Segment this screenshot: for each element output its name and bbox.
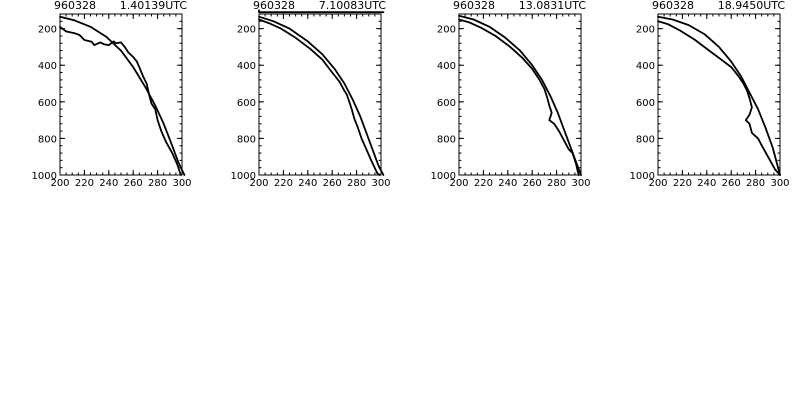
chart-panel-3: 960328 13.0831UTC 200 220 240 260 280 300 200 400…	[431, 0, 591, 189]
chart-title-date: 960328	[652, 0, 694, 12]
y-tick-label: 400	[437, 61, 456, 72]
y-tick-label: 1000	[630, 171, 655, 182]
x-tick-label: 300	[571, 178, 590, 189]
x-tick-label: 260	[323, 178, 342, 189]
y-tick-label: 200	[437, 25, 456, 36]
chart-title-time: 7.10083UTC	[319, 0, 387, 12]
y-tick-label: 200	[237, 25, 256, 36]
series-line-1	[657, 15, 781, 176]
series-line-2	[59, 25, 182, 176]
x-tick-label: 240	[498, 178, 517, 189]
chart-panel-4: 960328 18.9450UTC 200 220 240 260 280 300 200 400…	[630, 0, 790, 189]
y-tick-label: 1000	[231, 171, 256, 182]
y-tick-label: 400	[237, 61, 256, 72]
x-tick-label: 300	[770, 178, 789, 189]
y-tick-label: 400	[636, 61, 655, 72]
x-tick-label: 260	[722, 178, 741, 189]
chart-title-date: 960328	[253, 0, 295, 12]
x-tick-label: 280	[547, 178, 566, 189]
y-tick-label: 800	[38, 134, 57, 145]
chart-title-time: 1.40139UTC	[120, 0, 188, 12]
y-tick-label: 800	[237, 134, 256, 145]
plot-frame	[258, 13, 382, 176]
x-tick-label: 300	[172, 178, 191, 189]
series-line-2	[458, 18, 580, 176]
x-tick-label: 220	[75, 178, 94, 189]
x-tick-label: 200	[648, 178, 667, 189]
x-tick-label: 280	[347, 178, 366, 189]
chart-title-time: 18.9450UTC	[718, 0, 786, 12]
series-line-1	[258, 9, 385, 14]
plot-frame	[657, 13, 781, 176]
x-tick-label: 300	[371, 178, 390, 189]
y-tick-label: 200	[636, 25, 655, 36]
x-tick-label: 200	[50, 178, 69, 189]
x-tick-label: 220	[274, 178, 293, 189]
series-line-2	[258, 15, 385, 176]
y-tick-label: 200	[38, 25, 57, 36]
plot-frame	[458, 13, 582, 176]
y-tick-label: 1000	[32, 171, 57, 182]
y-tick-label: 1000	[431, 171, 456, 182]
x-tick-label: 200	[449, 178, 468, 189]
chart-title-date: 960328	[54, 0, 96, 12]
x-tick-label: 240	[697, 178, 716, 189]
x-tick-label: 240	[298, 178, 317, 189]
y-tick-label: 600	[437, 98, 456, 109]
plot-frame	[59, 13, 183, 176]
x-tick-label: 280	[148, 178, 167, 189]
y-tick-label: 600	[237, 98, 256, 109]
y-tick-label: 600	[38, 98, 57, 109]
chart-title-time: 13.0831UTC	[519, 0, 587, 12]
chart-panel-2: 960328 7.10083UTC 200 220 240 260 280 300 200 400…	[231, 0, 391, 189]
x-tick-label: 200	[249, 178, 268, 189]
x-tick-label: 260	[124, 178, 143, 189]
y-tick-label: 800	[437, 134, 456, 145]
chart-title-date: 960328	[453, 0, 495, 12]
x-tick-label: 220	[673, 178, 692, 189]
y-tick-label: 400	[38, 61, 57, 72]
series-line-3	[258, 18, 381, 176]
x-tick-label: 220	[474, 178, 493, 189]
x-tick-label: 240	[99, 178, 118, 189]
series-line-2	[657, 20, 781, 176]
y-tick-label: 800	[636, 134, 655, 145]
y-tick-label: 600	[636, 98, 655, 109]
series-line-1	[458, 14, 582, 176]
chart-panel-1: 960328 1.40139UTC 200 220 240 260 280 300 200 400…	[32, 0, 192, 189]
series-line-1	[59, 15, 186, 176]
x-tick-label: 260	[523, 178, 542, 189]
x-tick-label: 280	[746, 178, 765, 189]
